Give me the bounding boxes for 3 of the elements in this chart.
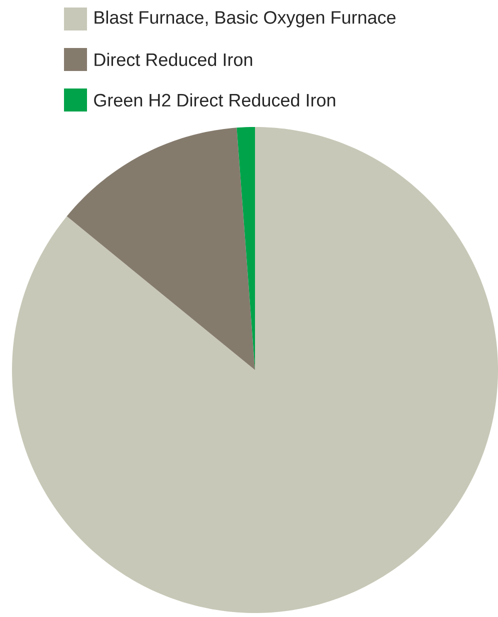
legend-label: Direct Reduced Iron: [94, 52, 252, 66]
legend-label: Blast Furnace, Basic Oxygen Furnace: [94, 10, 396, 28]
legend-label: Green H2 Direct Reduced Iron: [94, 93, 336, 107]
